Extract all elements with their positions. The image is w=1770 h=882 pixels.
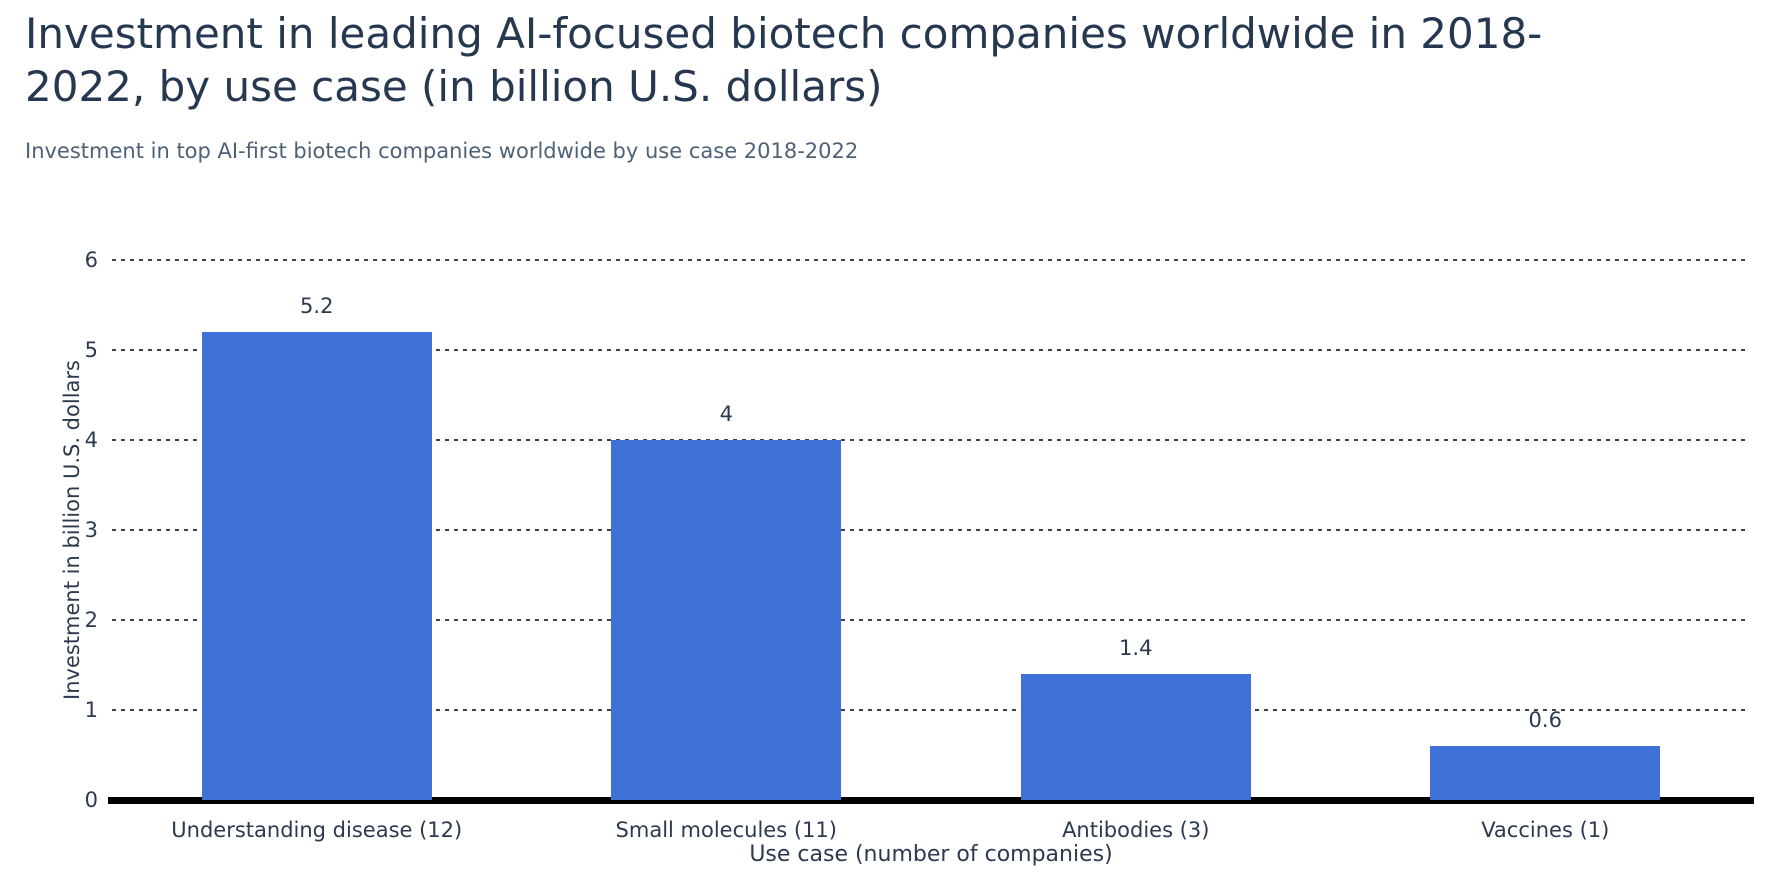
value-label-0: 5.2 <box>300 294 334 318</box>
y-tick-label-4: 4 <box>84 428 98 452</box>
chart-title-line2: 2022, by use case (in billion U.S. dolla… <box>25 62 883 111</box>
chart-title-line1: Investment in leading AI-focused biotech… <box>25 9 1543 58</box>
gridline-y2 <box>112 619 1748 621</box>
y-tick-label-0: 0 <box>84 788 98 812</box>
y-tick-label-6: 6 <box>84 248 98 272</box>
x-category-label-1: Small molecules (11) <box>615 818 837 842</box>
x-category-label-2: Antibodies (3) <box>1062 818 1210 842</box>
y-tick-label-5: 5 <box>84 338 98 362</box>
x-category-label-3: Vaccines (1) <box>1481 818 1610 842</box>
gridline-y3 <box>112 529 1748 531</box>
x-axis-title: Use case (number of companies) <box>749 842 1113 867</box>
x-category-label-0: Understanding disease (12) <box>171 818 463 842</box>
gridline-y4 <box>112 439 1748 441</box>
gridline-y1 <box>112 709 1748 711</box>
bar-1[interactable] <box>611 440 842 800</box>
value-label-1: 4 <box>719 402 733 426</box>
value-label-2: 1.4 <box>1119 636 1153 660</box>
gridline-y5 <box>112 349 1748 351</box>
value-label-3: 0.6 <box>1528 708 1562 732</box>
plot-area: 0 1 2 3 4 5 6 5.2 Understanding disease (12) 4 Sma… <box>85 248 1754 842</box>
chart-subtitle: Investment in top AI-first biotech compa… <box>25 139 859 163</box>
chart-title: Investment in leading AI-focused biotech… <box>25 7 1755 113</box>
gridline-y6 <box>112 259 1748 261</box>
y-tick-label-3: 3 <box>84 518 98 542</box>
y-tick-label-1: 1 <box>84 698 98 722</box>
x-axis-line <box>108 797 1754 804</box>
y-tick-label-2: 2 <box>84 608 98 632</box>
bar-0[interactable] <box>201 332 432 800</box>
bar-3[interactable] <box>1430 746 1661 800</box>
bar-2[interactable] <box>1020 674 1251 800</box>
